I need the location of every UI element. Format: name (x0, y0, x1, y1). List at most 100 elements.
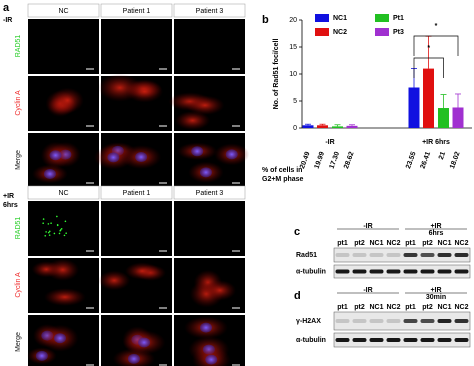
condition-label: -IR (3, 17, 12, 24)
focus (56, 224, 59, 227)
nucleus (43, 168, 56, 179)
row-label: Cyclin A (15, 272, 22, 298)
band (420, 253, 435, 257)
column-header-box (173, 185, 246, 200)
y-tick-label: 15 (289, 44, 297, 51)
lane-label: NC2 (454, 240, 468, 247)
bar (302, 125, 314, 128)
x-tick-label: +IR 6hrs (422, 139, 450, 146)
nucleus (49, 150, 62, 161)
lane-label: NC2 (454, 304, 468, 311)
lane-label: pt2 (422, 240, 433, 247)
lane-label: pt2 (354, 304, 365, 311)
condition-label: +IR (430, 223, 441, 230)
column-header: NC (58, 190, 68, 197)
legend-label: Pt1 (393, 15, 404, 22)
significance-bracket (413, 35, 459, 56)
legend-swatch (375, 14, 389, 22)
band (403, 269, 418, 274)
significance-bracket (413, 57, 444, 78)
band (420, 269, 435, 274)
cell (185, 95, 225, 115)
lane-label: NC1 (437, 240, 451, 247)
g2m-label: 26.41 (420, 151, 433, 170)
nucleus (225, 149, 238, 160)
panel-label: b (262, 14, 269, 26)
y-tick-label: 10 (289, 71, 297, 78)
bar (408, 87, 420, 128)
bar (346, 125, 358, 128)
focus (48, 234, 51, 236)
band (454, 269, 469, 274)
focus (59, 229, 62, 231)
band (454, 338, 469, 342)
focus (63, 234, 66, 237)
nucleus (200, 322, 213, 333)
g2m-label: 19.99 (314, 151, 327, 170)
condition-label: -IR (363, 223, 372, 230)
focus (47, 231, 50, 234)
focus (48, 230, 51, 233)
focus (65, 232, 67, 235)
band (386, 338, 401, 342)
column-header-box (27, 3, 100, 18)
band (369, 253, 384, 257)
significance-star: * (427, 45, 430, 52)
legend-swatch (315, 14, 329, 22)
g2m-label: 17.30 (329, 151, 342, 170)
micrograph (174, 19, 245, 74)
focus (44, 235, 47, 237)
nucleus (127, 353, 140, 364)
row-label: Cyclin A (15, 90, 22, 116)
column-header-box (100, 185, 173, 200)
focus (56, 215, 58, 218)
nucleus (205, 354, 218, 365)
band (369, 338, 384, 342)
condition-label: -IR (363, 287, 372, 294)
focus (60, 228, 63, 230)
band (386, 253, 401, 257)
focus (42, 218, 45, 220)
y-tick-label: 5 (293, 98, 297, 105)
cell (98, 73, 142, 102)
y-tick-label: 0 (293, 125, 297, 132)
micrograph (101, 19, 172, 74)
nucleus (138, 337, 151, 348)
condition-label: +IR (3, 193, 14, 200)
lane-label: NC1 (369, 240, 383, 247)
band (335, 253, 350, 257)
band (437, 269, 452, 274)
row-label: Merge (15, 150, 22, 170)
lane-label: NC1 (369, 304, 383, 311)
condition-label: 6hrs (3, 202, 18, 209)
lane-label: pt2 (422, 304, 433, 311)
panel-label: d (294, 290, 301, 302)
lane-label: pt1 (337, 304, 348, 311)
band (403, 319, 418, 323)
micrograph (174, 201, 245, 256)
lane-label: pt1 (405, 304, 416, 311)
g2m-label: 18.02 (449, 151, 462, 170)
cell (46, 258, 79, 281)
micrograph (28, 19, 99, 74)
lane-label: pt1 (337, 240, 348, 247)
g2m-row-label: % of cells in (262, 167, 302, 174)
g2m-label: 23.55 (405, 151, 418, 170)
condition-label: +IR (430, 287, 441, 294)
g2m-label: 28.62 (343, 151, 356, 170)
band (437, 319, 452, 323)
bar (317, 125, 328, 128)
panel-label: a (3, 2, 10, 14)
x-tick-label: -IR (325, 139, 334, 146)
band (369, 319, 384, 323)
cell (124, 262, 160, 280)
focus (64, 220, 67, 223)
bar (423, 68, 434, 128)
bar (452, 107, 464, 128)
band (386, 319, 401, 323)
row-label: RAD51 (15, 217, 22, 240)
blot-label: α-tubulin (296, 268, 326, 275)
condition-label: 6hrs (429, 230, 444, 237)
focus (45, 231, 47, 233)
